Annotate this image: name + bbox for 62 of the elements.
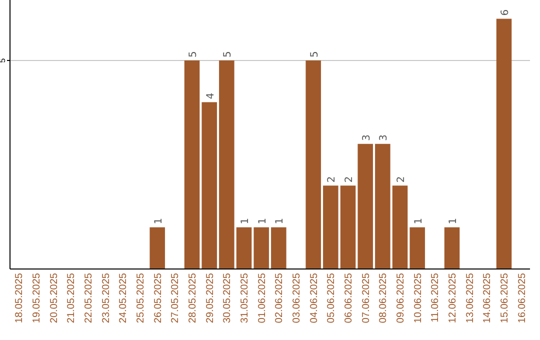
x-tick-label: 02.06.2025 xyxy=(274,272,286,324)
bar xyxy=(392,186,408,269)
x-tick-label: 28.05.2025 xyxy=(188,272,198,324)
x-tick-label: 31.05.2025 xyxy=(240,272,250,324)
data-label: 4 xyxy=(205,92,216,100)
bar xyxy=(254,227,269,269)
x-tick-label: 15.06.2025 xyxy=(500,272,510,324)
bar xyxy=(340,186,356,269)
bar xyxy=(375,144,390,269)
bar xyxy=(184,60,200,269)
bar xyxy=(150,227,165,269)
data-label: 2 xyxy=(396,176,407,183)
data-label: 5 xyxy=(222,51,234,58)
x-tick-label: 01.06.2025 xyxy=(256,272,268,324)
x-tick-label: 08.06.2025 xyxy=(378,272,390,324)
x-tick-label: 04.06.2025 xyxy=(308,272,320,324)
x-tick-label: 06.06.2025 xyxy=(344,272,354,324)
x-tick-label: 27.05.2025 xyxy=(170,272,182,324)
x-tick-label: 09.06.2025 xyxy=(396,272,406,324)
x-tick-label: 07.06.2025 xyxy=(360,272,372,324)
x-tick-label: 26.05.2025 xyxy=(152,272,164,324)
bar xyxy=(202,102,217,269)
x-tick-label: 14.06.2025 xyxy=(482,272,494,324)
data-label: 3 xyxy=(378,134,390,141)
x-tick-label: 05.06.2025 xyxy=(326,272,338,324)
bar xyxy=(410,227,425,269)
data-label: 5 xyxy=(309,51,320,58)
data-label: 1 xyxy=(257,218,268,224)
x-tick-label: 12.06.2025 xyxy=(448,272,458,324)
x-tick-label: 30.05.2025 xyxy=(222,272,234,324)
data-label: 2 xyxy=(344,176,355,183)
x-tick-label: 19.05.2025 xyxy=(32,272,42,324)
data-label: 1 xyxy=(153,218,164,224)
bar xyxy=(323,186,338,269)
x-tick-label: 13.06.2025 xyxy=(464,272,476,324)
bar xyxy=(306,60,321,269)
x-tick-label: 22.05.2025 xyxy=(84,272,94,324)
data-label: 1 xyxy=(274,218,286,224)
bar xyxy=(271,227,286,269)
data-label: 6 xyxy=(500,9,511,16)
x-tick-label: 03.06.2025 xyxy=(292,272,302,324)
x-tick-label: 16.06.2025 xyxy=(516,272,528,324)
bar xyxy=(236,227,252,269)
x-tick-label: 23.05.2025 xyxy=(100,272,112,324)
x-tick-label: 29.05.2025 xyxy=(204,272,216,324)
bar xyxy=(496,18,512,269)
data-label: 3 xyxy=(361,134,372,141)
data-label: 2 xyxy=(326,176,338,183)
bar xyxy=(358,144,373,269)
x-tick-label: 21.05.2025 xyxy=(66,272,78,324)
data-label: 5 xyxy=(188,51,199,58)
bar xyxy=(219,60,234,269)
data-label: 1 xyxy=(448,218,459,224)
x-tick-label: 24.05.2025 xyxy=(118,272,130,324)
x-tick-label: 20.05.2025 xyxy=(48,272,60,324)
x-tick-label: 10.06.2025 xyxy=(412,272,424,324)
x-tick-label: 25.05.2025 xyxy=(136,272,146,324)
bar xyxy=(444,227,460,269)
x-tick-label: 18.05.2025 xyxy=(14,272,26,324)
data-label: 1 xyxy=(240,218,251,224)
x-tick-label: 11.06.2025 xyxy=(430,272,442,322)
data-label: 1 xyxy=(413,218,424,224)
